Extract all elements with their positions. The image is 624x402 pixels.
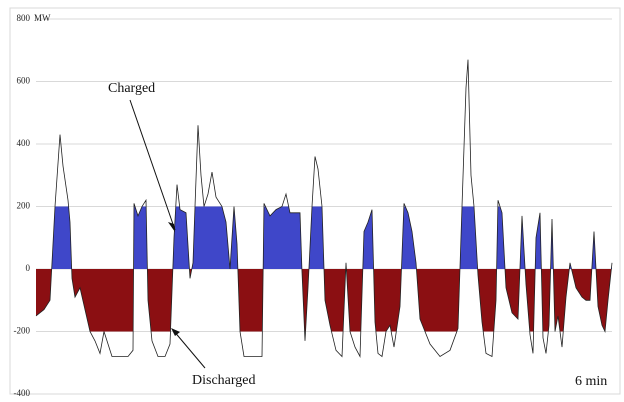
arrow-head bbox=[171, 328, 180, 336]
annotation-time: 6 min bbox=[575, 374, 607, 389]
charged-area bbox=[36, 206, 612, 269]
plot bbox=[35, 59, 613, 359]
y-unit: MW bbox=[34, 13, 51, 23]
grid bbox=[36, 18, 612, 395]
arrow bbox=[172, 329, 206, 369]
discharged-area bbox=[36, 269, 612, 332]
annotation-charged: Charged bbox=[108, 81, 155, 96]
y-tick-label: 400 bbox=[17, 138, 31, 148]
arrow bbox=[129, 99, 176, 231]
arrow-head bbox=[168, 222, 175, 232]
frame bbox=[9, 7, 621, 395]
y-tick-label: 200 bbox=[17, 201, 31, 211]
y-tick-label: -200 bbox=[14, 326, 31, 336]
y-tick-label: 600 bbox=[17, 76, 31, 86]
y-tick-label: 800 bbox=[17, 13, 31, 23]
y-tick-label: -400 bbox=[14, 388, 31, 397]
power-line bbox=[35, 59, 613, 359]
y-tick-label: 0 bbox=[26, 263, 31, 273]
annotation-discharged: Discharged bbox=[192, 373, 256, 388]
